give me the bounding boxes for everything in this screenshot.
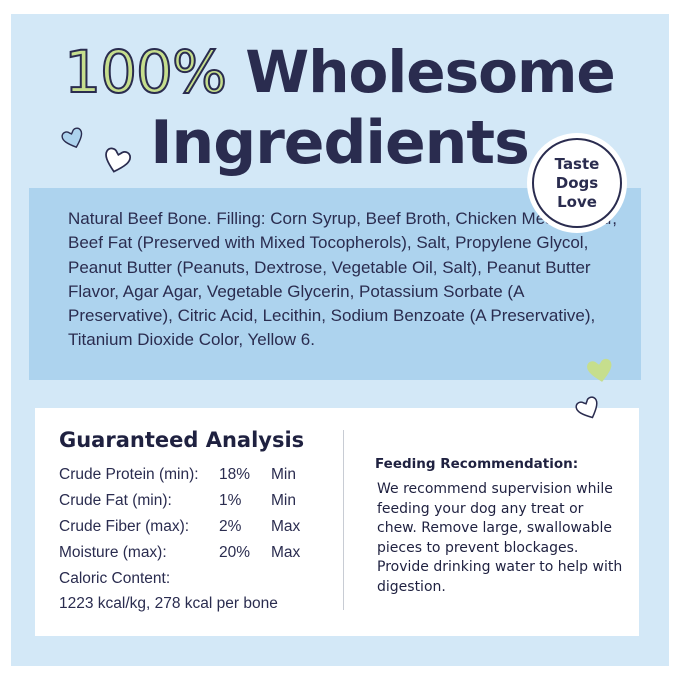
headline-word: Wholesome	[245, 38, 615, 106]
row-value: 2%	[219, 518, 242, 535]
row-label: Moisture (max):	[59, 544, 167, 561]
heart-icon	[61, 127, 83, 149]
row-label: Crude Fat (min):	[59, 492, 172, 509]
feeding-title: Feeding Recommendation:	[375, 456, 579, 472]
row-value: 1%	[219, 492, 242, 509]
analysis-card: Guaranteed Analysis Crude Protein (min):…	[35, 408, 639, 636]
row-qualifier: Max	[271, 544, 301, 561]
row-label: Crude Fiber (max):	[59, 518, 190, 535]
divider	[343, 430, 344, 610]
row-qualifier: Min	[271, 466, 296, 483]
badge-line: Taste	[554, 154, 600, 173]
caloric-label: Caloric Content:	[59, 570, 171, 587]
headline-line1: 100% Wholesome	[0, 37, 679, 107]
heart-icon	[587, 358, 612, 382]
row-qualifier: Min	[271, 492, 296, 509]
headline-highlight: 100%	[63, 37, 228, 107]
row-value: 20%	[219, 544, 251, 561]
badge-line: Love	[557, 192, 597, 211]
analysis-title: Guaranteed Analysis	[59, 428, 305, 452]
row-label: Crude Protein (min):	[59, 466, 199, 483]
headline-line2: Ingredients	[150, 108, 530, 178]
heart-icon	[575, 396, 598, 419]
taste-badge: Taste Dogs Love	[532, 138, 622, 228]
ingredients-text: Natural Beef Bone. Filling: Corn Syrup, …	[68, 209, 617, 350]
caloric-value: 1223 kcal/kg, 278 kcal per bone	[59, 595, 278, 612]
heart-icon	[105, 147, 132, 173]
ingredients-band	[29, 188, 641, 380]
badge-line: Dogs	[555, 173, 599, 192]
row-value: 18%	[219, 466, 251, 483]
feeding-text: We recommend supervision while feeding y…	[377, 481, 623, 595]
row-qualifier: Max	[271, 518, 301, 535]
